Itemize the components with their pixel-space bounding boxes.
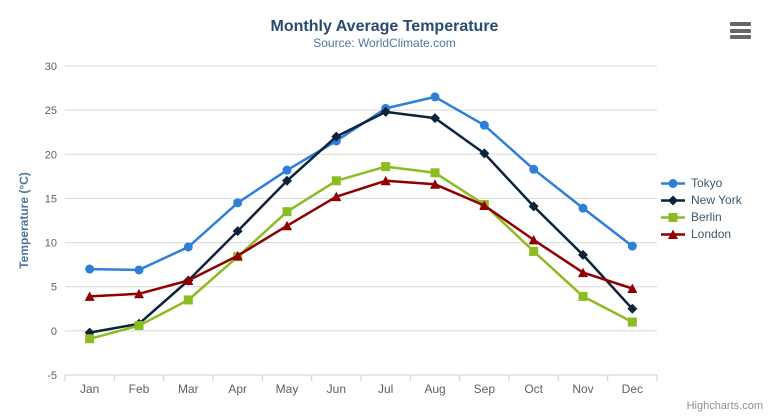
data-point-new-york-apr[interactable] bbox=[232, 226, 243, 237]
legend-label: London bbox=[691, 227, 732, 241]
data-point-london-oct[interactable] bbox=[528, 234, 539, 245]
series-line-berlin[interactable] bbox=[88, 165, 634, 341]
data-point-new-york-sep[interactable] bbox=[479, 148, 490, 159]
data-point-berlin-nov[interactable] bbox=[578, 291, 588, 301]
x-tick-label: Jul bbox=[378, 382, 393, 396]
data-point-london-jul[interactable] bbox=[380, 175, 391, 186]
y-axis-title: Temperature (°C) bbox=[17, 172, 31, 269]
y-tick-label: -5 bbox=[47, 370, 57, 382]
data-point-london-jun[interactable] bbox=[331, 191, 342, 202]
x-tick-label: Dec bbox=[622, 382, 643, 396]
y-tick-label: 30 bbox=[45, 61, 57, 73]
data-point-new-york-aug[interactable] bbox=[430, 113, 440, 124]
y-tick-label: 20 bbox=[45, 149, 57, 161]
hamburger-menu-icon bbox=[730, 22, 751, 26]
x-tick-label: Apr bbox=[228, 382, 247, 396]
series-line-new-york[interactable] bbox=[88, 110, 634, 334]
data-point-london-apr[interactable] bbox=[232, 250, 243, 261]
x-tick-label: May bbox=[276, 382, 299, 396]
legend-item-new-york[interactable]: New York bbox=[660, 194, 742, 207]
data-point-london-aug[interactable] bbox=[430, 179, 440, 189]
y-tick-label: 25 bbox=[45, 105, 57, 117]
chart-subtitle: Source: WorldClimate.com bbox=[313, 36, 456, 50]
data-point-london-feb[interactable] bbox=[134, 288, 144, 299]
data-point-berlin-jan[interactable] bbox=[85, 334, 95, 344]
chart-title: Monthly Average Temperature bbox=[270, 18, 499, 35]
x-tick-label: Sep bbox=[474, 382, 496, 396]
export-menu-button[interactable] bbox=[730, 22, 751, 39]
x-tick-label: Aug bbox=[424, 382, 445, 396]
series-line-london[interactable] bbox=[88, 179, 634, 298]
x-tick-label: Mar bbox=[178, 382, 199, 396]
data-point-berlin-may[interactable] bbox=[282, 207, 292, 217]
data-point-berlin-mar[interactable] bbox=[183, 295, 193, 305]
x-tick-label: Jan bbox=[80, 382, 99, 396]
x-tick-label: Feb bbox=[129, 382, 150, 396]
data-point-london-dec[interactable] bbox=[627, 283, 638, 293]
legend-item-london[interactable]: London bbox=[660, 228, 742, 241]
legend-marker-icon bbox=[661, 213, 685, 222]
data-point-tokyo-jan[interactable] bbox=[85, 264, 95, 274]
data-point-berlin-dec[interactable] bbox=[627, 317, 637, 327]
data-point-tokyo-apr[interactable] bbox=[233, 198, 243, 208]
legend: Tokyo New York Berlin London bbox=[660, 177, 742, 241]
data-point-berlin-oct[interactable] bbox=[529, 246, 539, 256]
legend-label: Tokyo bbox=[691, 176, 723, 190]
data-point-tokyo-mar[interactable] bbox=[183, 242, 193, 252]
data-point-new-york-nov[interactable] bbox=[578, 249, 588, 260]
data-point-tokyo-nov[interactable] bbox=[578, 203, 588, 213]
data-point-new-york-may[interactable] bbox=[282, 175, 292, 186]
data-point-tokyo-feb[interactable] bbox=[134, 265, 144, 275]
data-point-new-york-oct[interactable] bbox=[528, 201, 539, 212]
data-point-berlin-aug[interactable] bbox=[430, 168, 440, 178]
data-point-london-may[interactable] bbox=[282, 220, 292, 231]
data-point-tokyo-oct[interactable] bbox=[529, 164, 539, 174]
data-point-tokyo-may[interactable] bbox=[282, 165, 292, 175]
hamburger-menu-icon bbox=[730, 35, 751, 39]
y-tick-label: 10 bbox=[45, 238, 57, 250]
hamburger-menu-icon bbox=[730, 28, 751, 33]
x-tick-label: Oct bbox=[524, 382, 543, 396]
legend-label: Berlin bbox=[691, 210, 722, 224]
data-point-new-york-jun[interactable] bbox=[331, 131, 342, 142]
data-point-berlin-feb[interactable] bbox=[134, 321, 144, 331]
y-tick-label: 0 bbox=[51, 326, 57, 338]
x-tick-label: Nov bbox=[572, 382, 593, 396]
data-point-berlin-jun[interactable] bbox=[331, 176, 341, 186]
legend-marker-icon bbox=[661, 179, 685, 188]
series-line-tokyo[interactable] bbox=[88, 95, 634, 272]
legend-label: New York bbox=[691, 193, 742, 207]
legend-marker-icon bbox=[661, 195, 685, 206]
data-point-berlin-jul[interactable] bbox=[381, 162, 391, 172]
data-point-london-nov[interactable] bbox=[578, 267, 588, 278]
data-point-london-sep[interactable] bbox=[479, 200, 490, 210]
credits-link[interactable]: Highcharts.com bbox=[686, 400, 763, 412]
data-point-tokyo-dec[interactable] bbox=[627, 241, 637, 251]
data-point-tokyo-sep[interactable] bbox=[479, 120, 489, 130]
data-point-new-york-dec[interactable] bbox=[627, 303, 638, 314]
legend-item-tokyo[interactable]: Tokyo bbox=[660, 177, 742, 190]
y-tick-label: 5 bbox=[51, 282, 57, 294]
legend-marker-icon bbox=[661, 229, 685, 239]
data-point-london-mar[interactable] bbox=[183, 275, 194, 286]
data-point-london-jan[interactable] bbox=[84, 291, 95, 301]
y-tick-label: 15 bbox=[45, 193, 57, 205]
x-tick-label: Jun bbox=[327, 382, 346, 396]
data-point-new-york-jul[interactable] bbox=[380, 106, 391, 117]
legend-item-berlin[interactable]: Berlin bbox=[660, 211, 742, 224]
data-point-tokyo-aug[interactable] bbox=[430, 92, 440, 102]
